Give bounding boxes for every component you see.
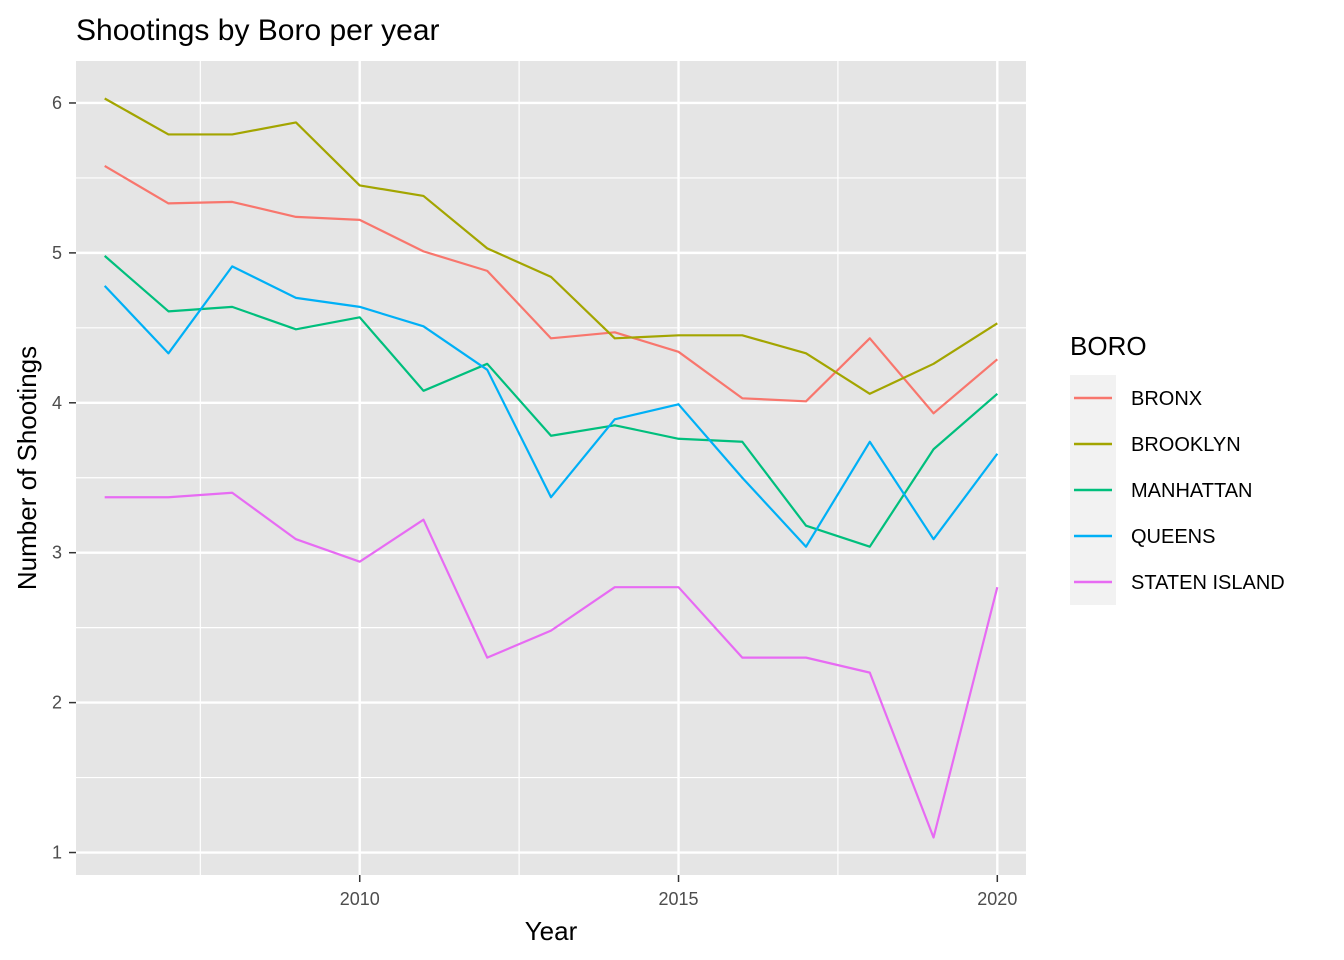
y-tick-label: 4 — [52, 393, 62, 413]
series-lines — [103, 97, 999, 839]
x-tick-label: 2020 — [977, 889, 1017, 909]
x-axis-ticks: 2010 2015 2020 — [340, 875, 1017, 909]
series-line-brooklyn — [104, 97, 998, 395]
y-tick-label: 2 — [52, 693, 62, 713]
chart-title: Shootings by Boro per year — [76, 14, 440, 47]
major-gridlines — [76, 61, 1026, 875]
legend-label: MANHATTAN — [1131, 480, 1252, 502]
series-line-manhattan — [103, 255, 999, 548]
y-axis-ticks: 1 2 3 4 5 6 — [52, 93, 76, 863]
y-axis-title: Number of Shootings — [12, 346, 42, 590]
y-tick-label: 3 — [52, 543, 62, 563]
x-tick-label: 2015 — [658, 889, 698, 909]
legend-label: QUEENS — [1131, 526, 1215, 548]
legend-label: STATEN ISLAND — [1131, 572, 1285, 594]
series-line-staten-island — [104, 491, 999, 839]
y-tick-label: 5 — [52, 243, 62, 263]
y-tick-label: 6 — [52, 93, 62, 113]
minor-gridlines — [76, 61, 1026, 875]
plot-panel — [76, 61, 1026, 875]
legend-title: BORO — [1070, 331, 1147, 361]
y-tick-label: 1 — [52, 843, 62, 863]
legend: BORO BRONX BROOKLYN MANHATTAN QUEENS STATEN … — [1070, 331, 1285, 605]
series-line-queens — [103, 265, 999, 548]
x-axis-title: Year — [525, 916, 578, 946]
legend-label: BROOKLYN — [1131, 434, 1241, 456]
legend-label: BRONX — [1131, 388, 1202, 410]
x-tick-label: 2010 — [340, 889, 380, 909]
series-line-bronx — [104, 164, 999, 415]
